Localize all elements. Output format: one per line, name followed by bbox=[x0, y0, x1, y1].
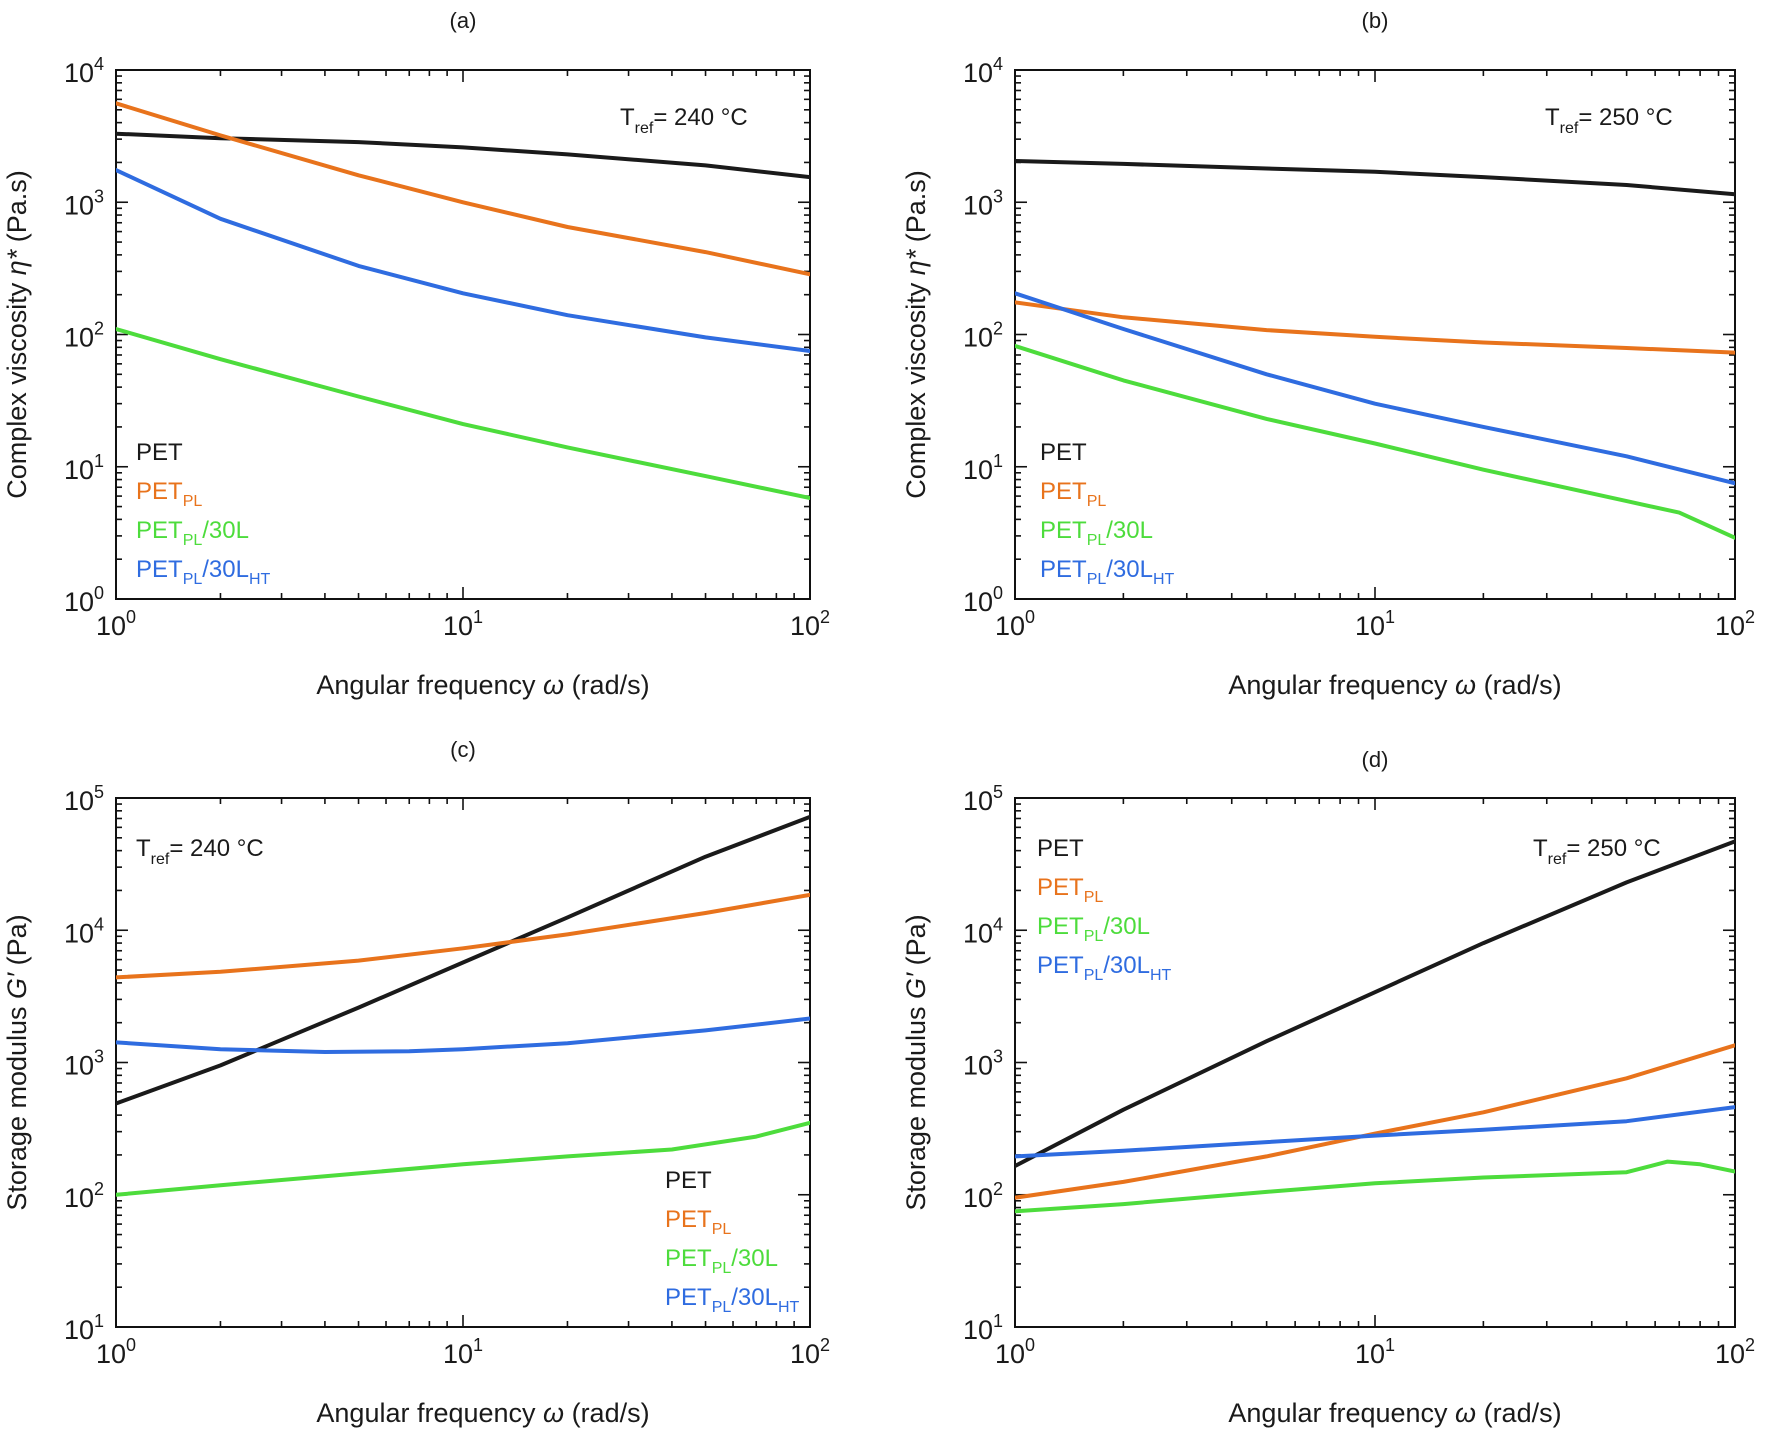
y-tick-label: 102 bbox=[963, 1179, 1003, 1213]
x-tick-label: 102 bbox=[790, 607, 830, 641]
legend-entry: PET bbox=[136, 439, 183, 466]
legend-entry: PETPL/30LHT bbox=[1037, 952, 1172, 984]
legend-entry: PETPL/30LHT bbox=[665, 1284, 800, 1316]
series-line-pet-pl-30l bbox=[1015, 1159, 1735, 1214]
x-axis-label: Angular frequency ω (rad/s) bbox=[316, 1398, 649, 1428]
y-axis-label: Storage modulus G′ (Pa) bbox=[901, 914, 931, 1210]
x-tick-label: 101 bbox=[1355, 607, 1395, 641]
y-tick-label: 102 bbox=[963, 319, 1003, 353]
y-tick-label: 102 bbox=[64, 1179, 104, 1213]
x-tick-label: 102 bbox=[1715, 1335, 1755, 1369]
y-tick-label: 105 bbox=[963, 782, 1003, 816]
y-tick-label: 104 bbox=[64, 54, 104, 88]
x-tick-label: 101 bbox=[1355, 1335, 1395, 1369]
panel-label: (a) bbox=[450, 8, 477, 33]
y-tick-label: 103 bbox=[64, 1047, 104, 1081]
series-line-pet-pl-30l bbox=[1015, 343, 1735, 540]
tref-annotation: Tref= 250 °C bbox=[1545, 104, 1673, 137]
x-axis-label: Angular frequency ω (rad/s) bbox=[1228, 670, 1561, 700]
chart-panel-1: (a) 100 101 102 100 101 102 103 104 Angular frequ… bbox=[2, 8, 830, 700]
y-axis-label: Complex viscosity η* (Pa.s) bbox=[901, 170, 931, 499]
chart-panel-2: (b) 100 101 102 100 101 102 103 104 Angular frequ… bbox=[901, 8, 1755, 700]
y-tick-label: 104 bbox=[963, 914, 1003, 948]
y-tick-label: 101 bbox=[64, 451, 104, 485]
y-tick-label: 104 bbox=[963, 54, 1003, 88]
series-line-pet-pl-30l bbox=[116, 1120, 810, 1197]
series-line-pet-pl bbox=[1015, 300, 1735, 355]
x-tick-label: 101 bbox=[443, 607, 483, 641]
y-tick-label: 105 bbox=[64, 782, 104, 816]
y-tick-label: 100 bbox=[64, 583, 104, 617]
y-tick-label: 101 bbox=[963, 451, 1003, 485]
y-tick-label: 101 bbox=[963, 1311, 1003, 1345]
y-tick-label: 102 bbox=[64, 319, 104, 353]
x-tick-label: 100 bbox=[96, 1335, 136, 1369]
x-tick-label: 100 bbox=[995, 607, 1035, 641]
legend-entry: PETPL/30LHT bbox=[136, 556, 271, 588]
x-tick-label: 100 bbox=[995, 1335, 1035, 1369]
panel-label: (b) bbox=[1362, 8, 1389, 33]
x-axis-label: Angular frequency ω (rad/s) bbox=[1228, 1398, 1561, 1428]
legend-entry: PETPL/30L bbox=[665, 1245, 778, 1277]
x-tick-label: 102 bbox=[1715, 607, 1755, 641]
series-line-pet bbox=[116, 131, 810, 180]
x-tick-label: 101 bbox=[443, 1335, 483, 1369]
tref-annotation: Tref= 250 °C bbox=[1533, 835, 1661, 868]
legend-entry: PET bbox=[665, 1167, 712, 1194]
series-line-pet bbox=[116, 814, 810, 1106]
series-line-pet-pl-30l-ht bbox=[116, 1016, 810, 1054]
series-line-pet-pl-30l bbox=[116, 327, 810, 500]
series-line-pet bbox=[1015, 839, 1735, 1168]
y-tick-label: 103 bbox=[963, 1047, 1003, 1081]
x-axis-label: Angular frequency ω (rad/s) bbox=[316, 670, 649, 700]
series-line-pet-pl bbox=[116, 101, 810, 277]
tref-annotation: Tref= 240 °C bbox=[620, 104, 748, 137]
legend-entry: PETPL bbox=[665, 1206, 731, 1238]
legend-entry: PETPL bbox=[1037, 874, 1103, 906]
series-line-pet bbox=[1015, 159, 1735, 197]
y-tick-label: 103 bbox=[64, 186, 104, 220]
series-line-pet-pl-30l-ht bbox=[116, 168, 810, 353]
legend-entry: PETPL/30LHT bbox=[1040, 556, 1175, 588]
x-tick-label: 102 bbox=[790, 1335, 830, 1369]
x-tick-label: 100 bbox=[96, 607, 136, 641]
legend-entry: PETPL/30L bbox=[1040, 517, 1153, 549]
legend-entry: PETPL bbox=[136, 478, 202, 510]
plot-frame bbox=[1014, 797, 1736, 1328]
y-axis-label: Storage modulus G′ (Pa) bbox=[2, 914, 32, 1210]
y-tick-label: 101 bbox=[64, 1311, 104, 1345]
legend-entry: PETPL bbox=[1040, 478, 1106, 510]
y-axis-label: Complex viscosity η* (Pa.s) bbox=[2, 170, 32, 499]
series-line-pet-pl-30l-ht bbox=[1015, 291, 1735, 486]
y-tick-label: 104 bbox=[64, 914, 104, 948]
series-line-pet-pl-30l-ht bbox=[1015, 1105, 1735, 1159]
tref-annotation: Tref= 240 °C bbox=[136, 835, 264, 868]
legend-entry: PET bbox=[1040, 439, 1087, 466]
legend-entry: PET bbox=[1037, 835, 1084, 862]
series-line-pet-pl bbox=[116, 892, 810, 980]
panel-label: (d) bbox=[1362, 747, 1389, 772]
legend-entry: PETPL/30L bbox=[1037, 913, 1150, 945]
y-tick-label: 100 bbox=[963, 583, 1003, 617]
y-tick-label: 103 bbox=[963, 186, 1003, 220]
panel-label: (c) bbox=[450, 737, 476, 762]
legend-entry: PETPL/30L bbox=[136, 517, 249, 549]
